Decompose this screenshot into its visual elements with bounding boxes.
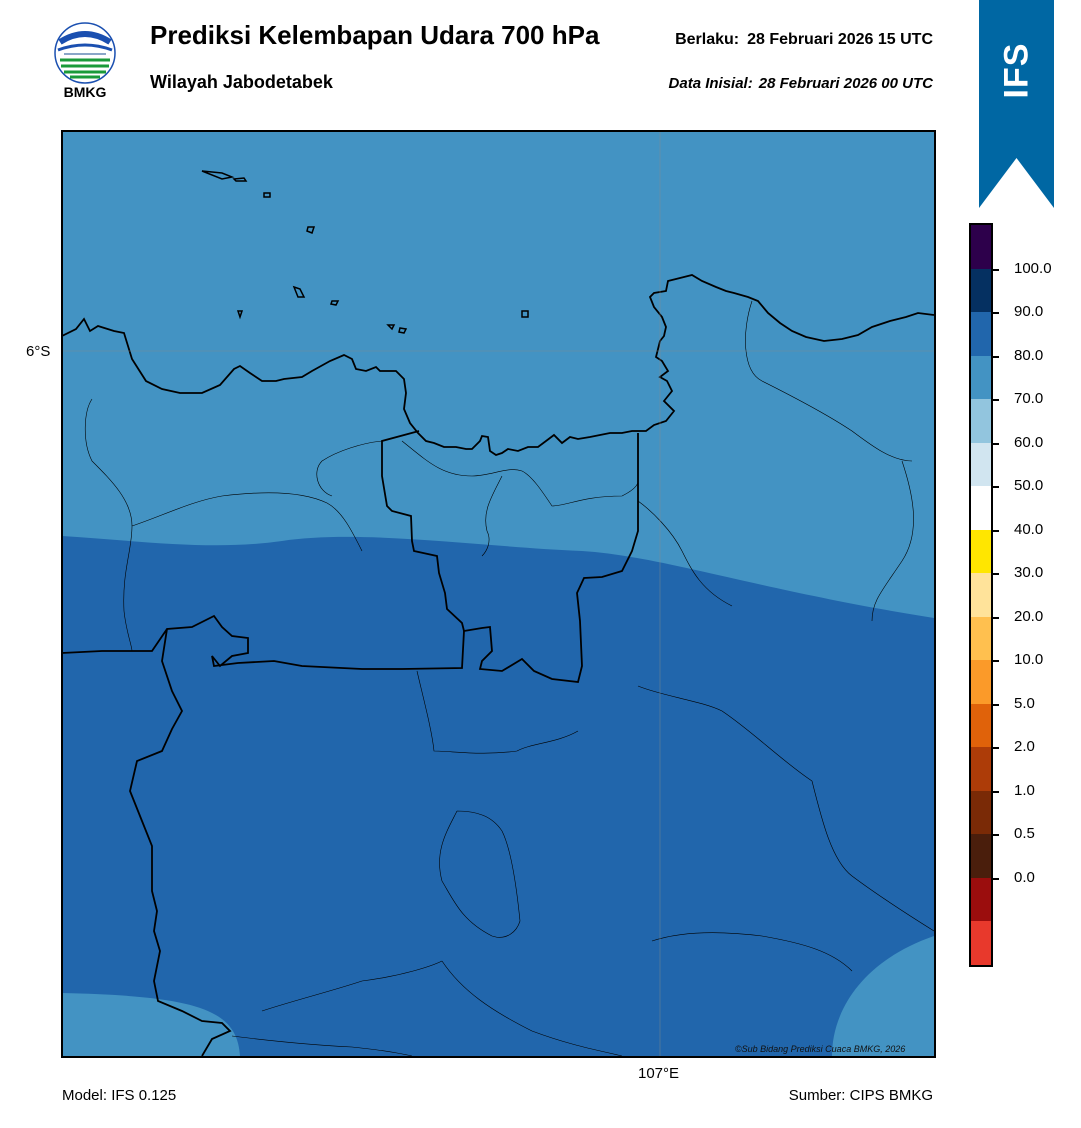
colorbar-label: 30.0 xyxy=(1014,564,1044,582)
colorbar-segment xyxy=(971,486,991,531)
colorbar-tick xyxy=(991,268,999,271)
source-label: Sumber: CIPS BMKG xyxy=(788,1087,933,1104)
valid-time-value: 28 Februari 2026 15 UTC xyxy=(747,31,933,48)
colorbar-label: 2.0 xyxy=(1014,738,1035,756)
page-title: Prediksi Kelembapan Udara 700 hPa xyxy=(150,20,600,50)
logo-text: BMKG xyxy=(63,84,107,100)
model-ribbon xyxy=(979,0,1054,208)
colorbar-tick xyxy=(991,703,999,706)
colorbar-label: 90.0 xyxy=(1014,303,1044,321)
longitude-label: 107°E xyxy=(638,1065,680,1082)
ribbon-label: IFS xyxy=(979,10,1054,130)
colorbar-tick xyxy=(991,312,999,315)
colorbar-tick xyxy=(991,442,999,445)
valid-time-label: Berlaku: xyxy=(675,31,740,48)
colorbar-tick xyxy=(991,529,999,532)
colorbar-tick xyxy=(991,877,999,880)
colorbar-segment xyxy=(971,355,991,400)
coastline xyxy=(62,274,934,1056)
region-subtitle: Wilayah Jabodetabek xyxy=(150,72,333,92)
colorbar-tick xyxy=(991,399,999,402)
colorbar-tick xyxy=(991,573,999,576)
colorbar-label: 1.0 xyxy=(1014,781,1035,799)
colorbar xyxy=(969,223,993,967)
colorbar-label: 0.5 xyxy=(1014,825,1035,843)
init-time-label: Data Inisial: xyxy=(668,75,753,92)
model-label: Model: IFS 0.125 xyxy=(62,1087,177,1104)
valid-time: Berlaku: 28 Februari 2026 15 UTC xyxy=(675,31,933,49)
colorbar-label: 80.0 xyxy=(1014,346,1044,364)
colorbar-label: 40.0 xyxy=(1014,520,1044,538)
colorbar-tick xyxy=(991,747,999,750)
colorbar-tick xyxy=(991,486,999,489)
bmkg-logo xyxy=(54,22,116,84)
colorbar-tick xyxy=(991,355,999,358)
colorbar-segment xyxy=(971,312,991,357)
colorbar-label: 20.0 xyxy=(1014,607,1044,625)
admin-boundaries xyxy=(84,300,934,1056)
band-80-90 xyxy=(62,536,934,1056)
colorbar-segment xyxy=(971,877,991,922)
colorbar-segment xyxy=(971,399,991,444)
colorbar-label: 50.0 xyxy=(1014,477,1044,495)
init-time-value: 28 Februari 2026 00 UTC xyxy=(758,75,933,92)
thousand-islands xyxy=(201,170,529,334)
humidity-map xyxy=(62,131,934,1056)
ribbon-label-text: IFS xyxy=(997,42,1035,98)
map-credit: ©Sub Bidang Prediksi Cuaca BMKG, 2026 xyxy=(735,1044,906,1054)
colorbar-segment xyxy=(971,268,991,313)
latitude-label: 6°S xyxy=(26,343,51,360)
colorbar-segment xyxy=(971,225,991,269)
colorbar-segment xyxy=(971,529,991,574)
colorbar-tick xyxy=(991,616,999,619)
colorbar-segment xyxy=(971,834,991,879)
colorbar-tick xyxy=(991,790,999,793)
colorbar-segment xyxy=(971,616,991,661)
colorbar-segment xyxy=(971,660,991,705)
colorbar-label: 70.0 xyxy=(1014,390,1044,408)
colorbar-label: 60.0 xyxy=(1014,433,1044,451)
colorbar-label: 100.0 xyxy=(1014,259,1052,277)
colorbar-segment xyxy=(971,921,991,966)
map-frame xyxy=(61,130,936,1058)
colorbar-tick xyxy=(991,834,999,837)
colorbar-segment xyxy=(971,442,991,487)
colorbar-tick xyxy=(991,660,999,663)
colorbar-label: 5.0 xyxy=(1014,694,1035,712)
colorbar-label: 10.0 xyxy=(1014,651,1044,669)
init-time: Data Inisial: 28 Februari 2026 00 UTC xyxy=(669,75,933,92)
colorbar-label: 0.0 xyxy=(1014,868,1035,886)
colorbar-segment xyxy=(971,747,991,792)
colorbar-segment xyxy=(971,703,991,748)
colorbar-segment xyxy=(971,790,991,835)
colorbar-segment xyxy=(971,573,991,618)
